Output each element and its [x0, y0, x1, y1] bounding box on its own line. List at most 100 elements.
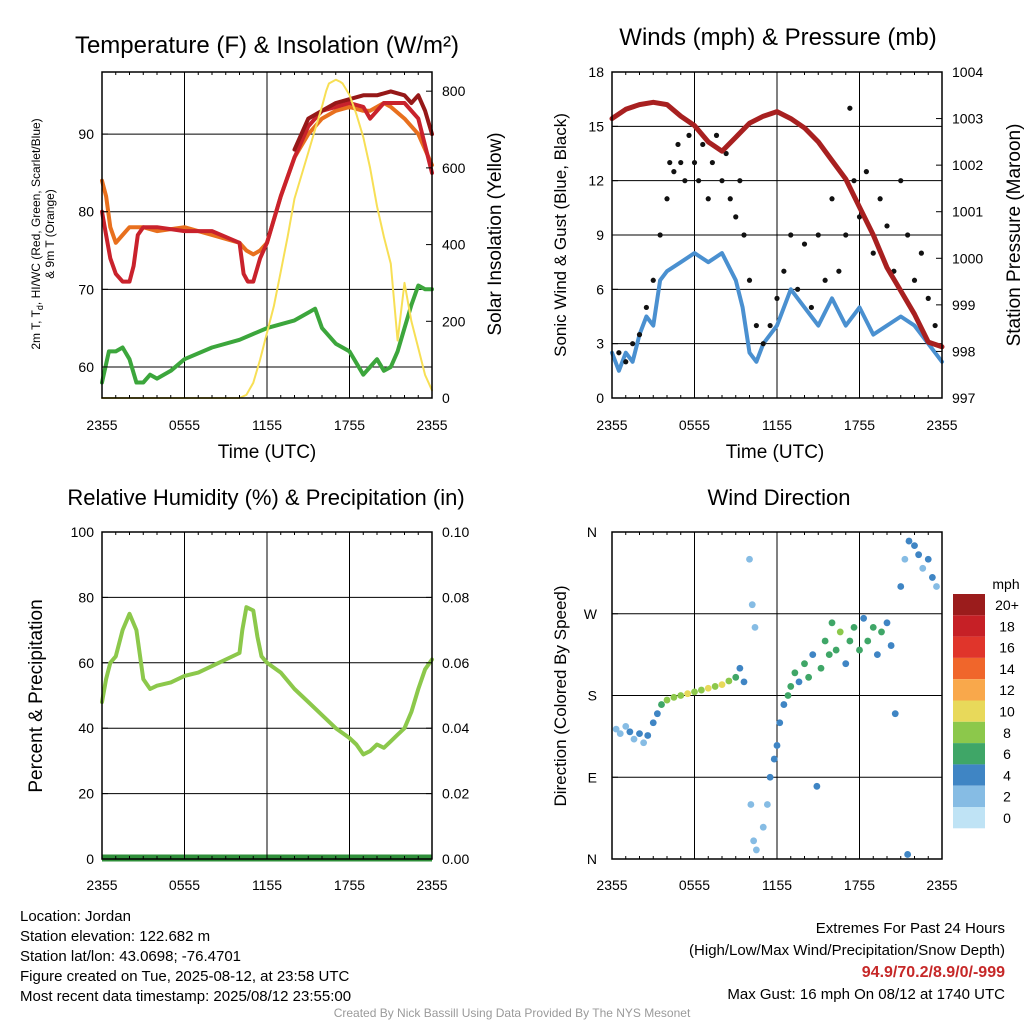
wind-direction-point — [809, 651, 817, 659]
gust-point — [691, 159, 698, 166]
gust-point — [719, 178, 725, 184]
pressure-ylabel: Station Pressure (Maroon) — [1004, 124, 1024, 347]
x-tick-label: 1755 — [844, 877, 875, 893]
humidity-panel: Relative Humidity (%) & Precipitation (i… — [26, 485, 465, 793]
colorbar-label: 4 — [1003, 767, 1011, 783]
gust-point — [836, 268, 842, 274]
temperature-title: Temperature (F) & Insolation (W/m²) — [75, 32, 459, 59]
gust-point — [737, 178, 743, 184]
colorbar-label: 10 — [999, 704, 1015, 720]
gust-point — [905, 232, 911, 238]
wind-direction-point — [919, 564, 927, 572]
colorbar-segment — [953, 700, 985, 722]
gust-point — [713, 132, 720, 138]
wind-direction-point — [751, 623, 759, 631]
gust-point — [643, 304, 649, 311]
y2-tick-label: 1000 — [952, 250, 983, 266]
y-tick-label: E — [588, 769, 597, 785]
wind-direction-point — [842, 660, 850, 668]
x-tick-label: 2355 — [86, 417, 117, 433]
wind-direction-point — [924, 555, 932, 563]
latlon-text: Station lat/lon: 43.0698; -76.4701 — [20, 948, 242, 965]
gust-point — [727, 196, 733, 202]
gust-point — [808, 304, 814, 311]
colorbar-label: 0 — [1003, 810, 1011, 826]
y2-tick-label: 0.06 — [442, 655, 469, 671]
wind-direction-point — [836, 628, 844, 636]
gust-point — [788, 232, 794, 238]
x-tick-label: 2355 — [596, 417, 627, 433]
gust-point — [847, 105, 853, 111]
y-tick-label: 18 — [588, 64, 604, 80]
y2-tick-label: 1001 — [952, 204, 983, 220]
colorbar-segment — [953, 743, 985, 765]
temperature-panel: Temperature (F) & Insolation (W/m²) Time… — [29, 32, 506, 463]
wind-direction-point — [801, 660, 808, 668]
wind-direction-point — [644, 732, 652, 739]
y2-tick-label: 1002 — [952, 157, 983, 173]
wind-direction-ylabel: Direction (Colored By Speed) — [551, 585, 570, 806]
y-tick-label: 60 — [78, 359, 94, 375]
extremes-title: Extremes For Past 24 Hours — [815, 920, 1005, 937]
colorbar-segment — [953, 594, 985, 616]
gust-point — [884, 223, 890, 229]
winds-xlabel: Time (UTC) — [726, 442, 825, 463]
y-tick-label: 0 — [596, 390, 604, 406]
y-tick-label: 80 — [78, 589, 94, 605]
gust-point — [746, 277, 753, 283]
extremes-description: (High/Low/Max Wind/Precipitation/Snow De… — [689, 942, 1005, 959]
y2-tick-label: 0.02 — [442, 786, 469, 802]
y-tick-label: 0 — [86, 851, 94, 867]
wind-direction-point — [887, 642, 895, 649]
wind-direction-point — [776, 719, 784, 727]
wind-direction-point — [883, 619, 891, 627]
y-tick-label: 15 — [588, 118, 604, 134]
y2-tick-label: 0.00 — [442, 851, 469, 867]
y2-tick-label: 600 — [442, 160, 466, 176]
wind-direction-point — [658, 701, 665, 708]
x-tick-label: 1755 — [334, 877, 365, 893]
colorbar-segment — [953, 721, 985, 744]
temperature-xlabel: Time (UTC) — [218, 442, 317, 463]
created-text: Figure created on Tue, 2025-08-12, at 23… — [20, 968, 350, 985]
x-tick-label: 2355 — [86, 877, 117, 893]
gust-point — [671, 169, 677, 175]
y2-tick-label: 200 — [442, 313, 466, 329]
colorbar-label: 2 — [1003, 789, 1011, 805]
wind-direction-panel: Wind Direction Direction (Colored By Spe… — [551, 485, 1020, 807]
wind-direction-point — [670, 693, 678, 701]
wind-speed-line — [610, 251, 944, 373]
extremes-values: 94.9/70.2/8.9/0/-999 — [861, 964, 1005, 981]
y-tick-label: 40 — [78, 720, 94, 736]
wind-direction-point — [653, 710, 661, 718]
wind-direction-point — [933, 583, 940, 590]
colorbar-label: 8 — [1003, 725, 1011, 741]
y-tick-label: 100 — [71, 524, 95, 540]
wind-direction-point — [677, 692, 685, 699]
x-tick-label: 2355 — [416, 417, 447, 433]
gust-point — [822, 277, 828, 283]
wind-direction-point — [850, 623, 858, 631]
gust-point — [709, 159, 715, 166]
humidity-ylabel: Percent & Precipitation — [26, 599, 47, 792]
colorbar-label: 18 — [999, 618, 1015, 634]
wind-direction-point — [766, 773, 774, 781]
wind-direction-point — [746, 555, 753, 563]
y-tick-label: 9 — [596, 227, 604, 243]
x-tick-label: 0555 — [169, 417, 200, 433]
y-tick-label: N — [587, 851, 597, 867]
wind-direction-point — [864, 637, 872, 645]
gust-point — [682, 178, 688, 184]
gust-point — [932, 322, 938, 329]
colorbar-label: 16 — [999, 640, 1015, 656]
y-tick-label: 3 — [596, 336, 604, 352]
y-tick-label: 20 — [78, 786, 94, 802]
wind-direction-point — [663, 696, 671, 704]
wind-direction-point — [784, 692, 792, 699]
y-tick-label: 60 — [78, 655, 94, 671]
gust-point — [829, 196, 835, 202]
wind-direction-point — [732, 673, 740, 681]
gust-point — [705, 196, 711, 202]
y2-tick-label: 997 — [952, 390, 976, 406]
colorbar-label: 12 — [999, 682, 1015, 698]
